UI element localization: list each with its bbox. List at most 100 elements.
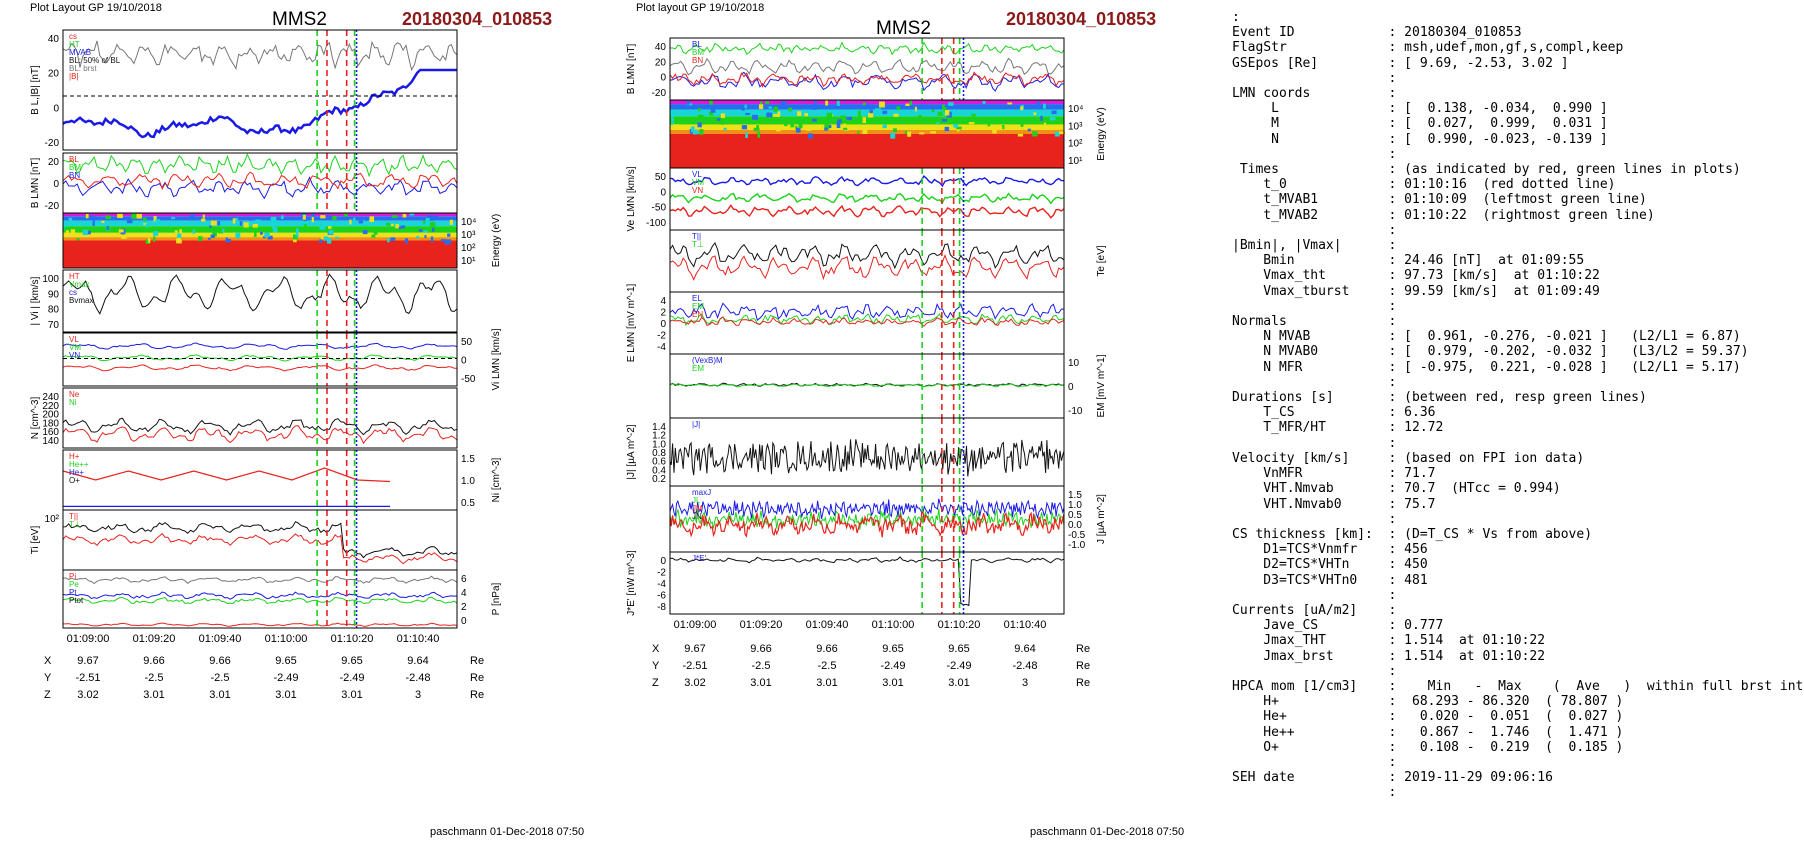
summary-line: : xyxy=(1232,663,1397,679)
spectrogram-speckle xyxy=(365,216,368,221)
spectrogram-speckle xyxy=(177,233,182,240)
summary-line: D3=TCS*VHTn0 : 481 xyxy=(1232,572,1428,588)
summary-line: : xyxy=(1232,785,1397,801)
y-tick-label: 0.5 xyxy=(461,498,475,509)
spectrogram-speckle xyxy=(235,217,239,224)
spectrogram-speckle xyxy=(409,213,415,216)
spectrogram-band xyxy=(63,232,457,238)
x-tick-label: 01:09:20 xyxy=(740,619,783,631)
spectrogram-speckle xyxy=(942,104,945,110)
spectrogram-speckle xyxy=(272,227,278,233)
spectrogram-speckle xyxy=(267,235,273,240)
spectrogram-speckle xyxy=(212,230,217,237)
spectrogram-speckle xyxy=(741,125,748,130)
spectrogram-speckle xyxy=(744,104,747,109)
y-tick-label: 4 xyxy=(461,588,467,599)
spectrogram-speckle xyxy=(798,123,803,129)
series-BM xyxy=(669,41,1065,56)
legend-entry: Ne xyxy=(69,390,80,399)
summary-line: t_MVAB1 : 01:10:09 (leftmost green line) xyxy=(1232,192,1647,208)
y-tick-label: -20 xyxy=(45,201,60,212)
spectrogram-speckle xyxy=(270,216,277,222)
spectrogram-speckle xyxy=(701,121,706,125)
spectrogram-speckle xyxy=(239,221,243,226)
spectrogram-speckle xyxy=(956,126,962,130)
spectrogram-speckle xyxy=(904,130,908,134)
y-tick-label: 100 xyxy=(42,274,59,285)
spectrogram-speckle xyxy=(226,238,232,243)
spectrogram-speckle xyxy=(760,119,763,122)
coord-value: 9.66 xyxy=(143,655,164,667)
y-tick-label: 140 xyxy=(42,436,59,447)
left-panel-8: 10² Ti [eV] T||T⊥ xyxy=(30,509,458,571)
coord-value: 9.65 xyxy=(882,643,903,655)
spectrogram-speckle xyxy=(892,128,897,133)
y-tick-label: 90 xyxy=(48,289,60,300)
series-EL xyxy=(669,302,1064,321)
spectrogram-speckle xyxy=(447,233,451,237)
y-tick-label: 0 xyxy=(660,319,666,330)
spectrogram-speckle xyxy=(710,107,716,113)
spectrogram-speckle xyxy=(796,127,801,133)
legend-entry: Bvmax xyxy=(69,296,93,305)
spectrogram-speckle xyxy=(373,231,378,235)
summary-line: : xyxy=(1232,146,1397,162)
x-tick-label: 01:10:00 xyxy=(265,633,308,645)
spectrogram-speckle xyxy=(914,106,917,112)
summary-line: t_0 : 01:10:16 (red dotted line) xyxy=(1232,177,1616,193)
spectrogram-speckle xyxy=(971,113,976,117)
legend-entry: EL xyxy=(692,294,702,303)
y-tick-label: 0.2 xyxy=(652,474,666,485)
spectrogram-speckle xyxy=(70,229,76,233)
spectrogram-speckle xyxy=(75,227,78,231)
coord-value: -2.49 xyxy=(880,660,905,672)
spectrogram-speckle xyxy=(720,113,726,119)
y-tick-label: 0 xyxy=(660,187,666,198)
summary-line: Normals : xyxy=(1232,314,1397,330)
panel-frame xyxy=(62,212,458,269)
y-axis-label: Energy (eV) xyxy=(491,214,502,267)
spectrogram-speckle xyxy=(671,122,675,126)
legend-entry: O+ xyxy=(69,476,80,485)
spectrogram-speckle xyxy=(896,106,901,111)
legend-entry: VN xyxy=(69,351,80,360)
coord-value: 3.01 xyxy=(275,689,296,701)
coord-value: 3.01 xyxy=(341,689,362,701)
spectrogram-speckle xyxy=(1059,131,1066,135)
y-tick-label: 200 xyxy=(42,410,59,421)
spectrogram-band xyxy=(63,216,457,221)
y-axis-label: Ni [cm^-3] xyxy=(491,457,502,502)
coord-value: 3.01 xyxy=(816,677,837,689)
spectrogram-speckle xyxy=(416,235,420,239)
spectrogram-speckle xyxy=(88,215,93,221)
spectrogram-speckle xyxy=(432,227,435,232)
spectrogram-speckle xyxy=(221,228,225,233)
coord-unit: Re xyxy=(470,689,484,701)
spectrogram-speckle xyxy=(105,215,111,220)
summary-line: LMN coords : xyxy=(1232,86,1397,102)
middle-event-title: 20180304_010853 xyxy=(1006,9,1157,29)
summary-line: FlagStr : msh,udef,mon,gf,s,compl,keep xyxy=(1232,40,1624,56)
series-Jmag xyxy=(669,439,1065,477)
legend-entry: |J| xyxy=(692,420,700,429)
y-tick-label: 10² xyxy=(461,243,476,254)
spectrogram-speckle xyxy=(905,103,910,107)
spectrogram-speckle xyxy=(432,215,438,221)
y-tick-label: 0 xyxy=(53,103,59,114)
y-tick-label: 1.0 xyxy=(461,476,475,487)
x-tick-label: 01:09:40 xyxy=(199,633,242,645)
spectrogram-speckle xyxy=(153,236,156,242)
spectrogram-speckle xyxy=(352,217,356,223)
coord-value: 9.65 xyxy=(341,655,362,667)
middle-spacecraft-title: MMS2 xyxy=(876,18,931,39)
panel-frame xyxy=(62,29,458,151)
legend-entry: H+ xyxy=(69,452,80,461)
spectrogram-speckle xyxy=(824,127,828,131)
spectrogram-speckle xyxy=(117,213,123,219)
y-axis-label: J*E' [nW m^-3] xyxy=(626,550,637,616)
spectrogram-speckle xyxy=(101,220,105,223)
spectrogram-speckle xyxy=(862,129,868,135)
spectrogram-speckle xyxy=(395,224,399,229)
